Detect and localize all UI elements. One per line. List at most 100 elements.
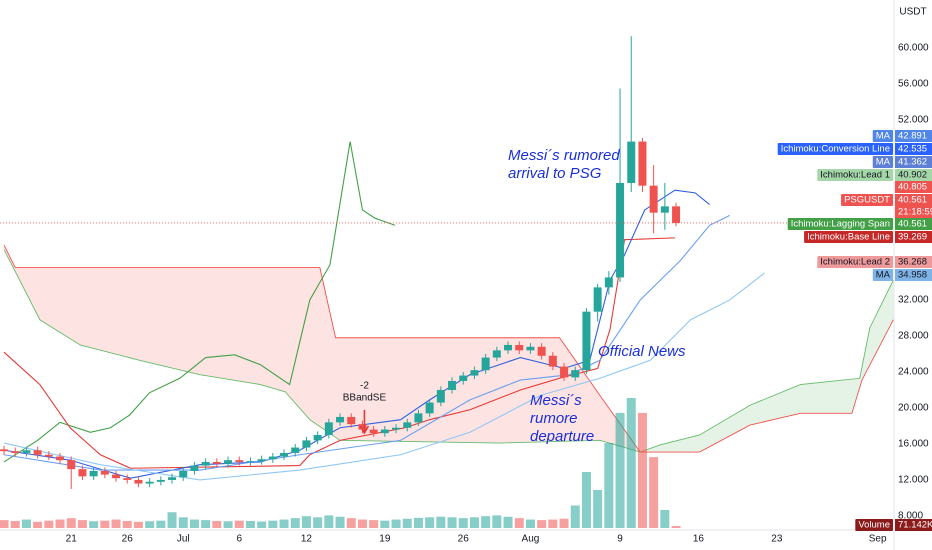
volume-bar: [548, 519, 558, 528]
candle-body: [123, 478, 132, 480]
x-tick-label: 26: [122, 534, 134, 545]
price-tag: 40.805: [895, 181, 932, 193]
candle-body: [324, 422, 333, 435]
candle-body: [224, 460, 233, 464]
volume-bar: [649, 457, 659, 528]
volume-bar: [44, 520, 54, 528]
candle-body: [380, 429, 389, 434]
candle-body: [504, 344, 513, 351]
x-tick-label: 26: [458, 534, 470, 545]
volume-bar: [189, 519, 199, 528]
candle-body: [168, 477, 177, 480]
price-tag: 34.958: [895, 269, 932, 281]
volume-bar: [637, 412, 647, 528]
price-tag: 40.561: [895, 194, 932, 206]
volume-bar: [514, 518, 524, 528]
countdown-box: [895, 206, 932, 218]
candle-body: [33, 450, 42, 455]
price-tag-name-text: Ichimoku:Lead 1: [820, 170, 890, 181]
candle-body: [0, 449, 9, 452]
candle-body: [336, 416, 345, 423]
y-tick-label: 56.000: [898, 79, 929, 90]
volume-bar: [503, 516, 513, 528]
volume-bar: [615, 412, 625, 528]
volume-bar: [458, 518, 468, 528]
price-tag-value-box: [895, 231, 932, 243]
volume-bar: [0, 520, 9, 528]
candle-body: [67, 460, 76, 470]
candle-body: [78, 469, 87, 477]
volume-bar: [257, 521, 267, 528]
price-tag-name-text: MA: [876, 131, 891, 142]
x-tick-label: 19: [379, 534, 391, 545]
price-tag-name-text: Ichimoku:Base Line: [807, 232, 890, 243]
candle-body: [593, 287, 602, 312]
cloud-bull: [640, 280, 894, 453]
volume-bar: [413, 517, 423, 528]
x-tick-label: 23: [771, 534, 783, 545]
volume-bar: [335, 516, 345, 528]
candle-body: [145, 481, 154, 484]
price-tag-value: 36.268: [898, 257, 927, 268]
x-tick-label: 6: [236, 534, 242, 545]
price-tag-name: MA: [872, 156, 893, 168]
candle-body: [660, 206, 669, 213]
volume-bar: [346, 518, 356, 528]
y-tick-label: 20.000: [898, 403, 929, 414]
volume-bar: [671, 525, 681, 528]
volume-tag-name: Volume: [855, 519, 893, 531]
ma-line: [3, 189, 710, 479]
volume-bar: [89, 521, 99, 528]
price-tag-value: 40.561: [898, 195, 927, 206]
volume-bar: [290, 518, 300, 528]
volume-bar: [10, 520, 20, 528]
candle-body: [414, 413, 423, 423]
candle-body: [548, 355, 557, 367]
candle-body: [515, 344, 524, 351]
price-tag-name-box: [872, 269, 893, 281]
y-tick-label: 52.000: [898, 115, 929, 126]
volume-bar: [581, 472, 591, 528]
price-tag-name-box: [777, 143, 893, 155]
candle-body: [313, 434, 322, 441]
volume-bar: [77, 520, 87, 528]
volume-bar: [660, 509, 670, 528]
volume-bar: [145, 521, 155, 528]
price-tag-value-box: [895, 218, 932, 230]
volume-bar: [279, 519, 289, 528]
price-tag-name: MA: [872, 130, 893, 142]
volume-tag-value-box: [895, 519, 932, 531]
price-tag-value-box: [895, 156, 932, 168]
cloud-bear: [4, 245, 641, 453]
price-tag-name-box: [872, 156, 893, 168]
signal-count: -2: [360, 381, 369, 392]
price-tag-name-text: PSGUSDT: [844, 195, 890, 206]
volume-bar: [133, 521, 143, 528]
candle-body: [212, 461, 221, 464]
x-tick-label: Aug: [522, 534, 540, 545]
volume-bar: [178, 517, 188, 528]
candle-body: [470, 370, 479, 376]
volume-bar: [447, 517, 457, 528]
candle-body: [156, 479, 165, 482]
candle-body: [22, 450, 31, 453]
price-tag-name: MA: [872, 269, 893, 281]
price-tag-name-box: [872, 130, 893, 142]
candle-body: [235, 460, 244, 462]
price-tag-name-box: [841, 194, 893, 206]
candle-body: [302, 440, 311, 448]
volume-bar: [268, 520, 278, 528]
candle-body: [56, 456, 65, 461]
volume-bar: [525, 519, 535, 528]
candle-body: [179, 470, 188, 478]
price-tag-value: 42.535: [898, 144, 927, 155]
x-tick-label: 12: [301, 534, 313, 545]
ma-line: [3, 214, 731, 471]
volume-tag-name-box: [855, 519, 893, 531]
price-tag-name-box: [817, 256, 893, 268]
y-tick-label: 16.000: [898, 439, 929, 450]
volume-bar: [402, 518, 412, 528]
lagging-line: [3, 141, 396, 463]
candle-body: [481, 357, 490, 371]
